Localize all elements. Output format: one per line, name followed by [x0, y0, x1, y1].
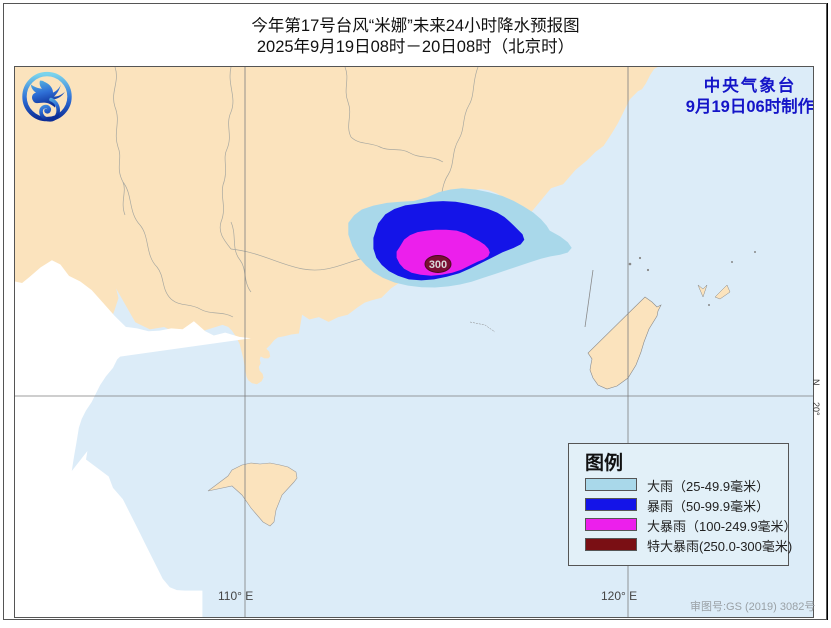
svg-text:9月19日06时制作: 9月19日06时制作 [686, 96, 814, 116]
svg-text:300: 300 [429, 259, 447, 271]
svg-text:中央气象台: 中央气象台 [704, 75, 797, 95]
